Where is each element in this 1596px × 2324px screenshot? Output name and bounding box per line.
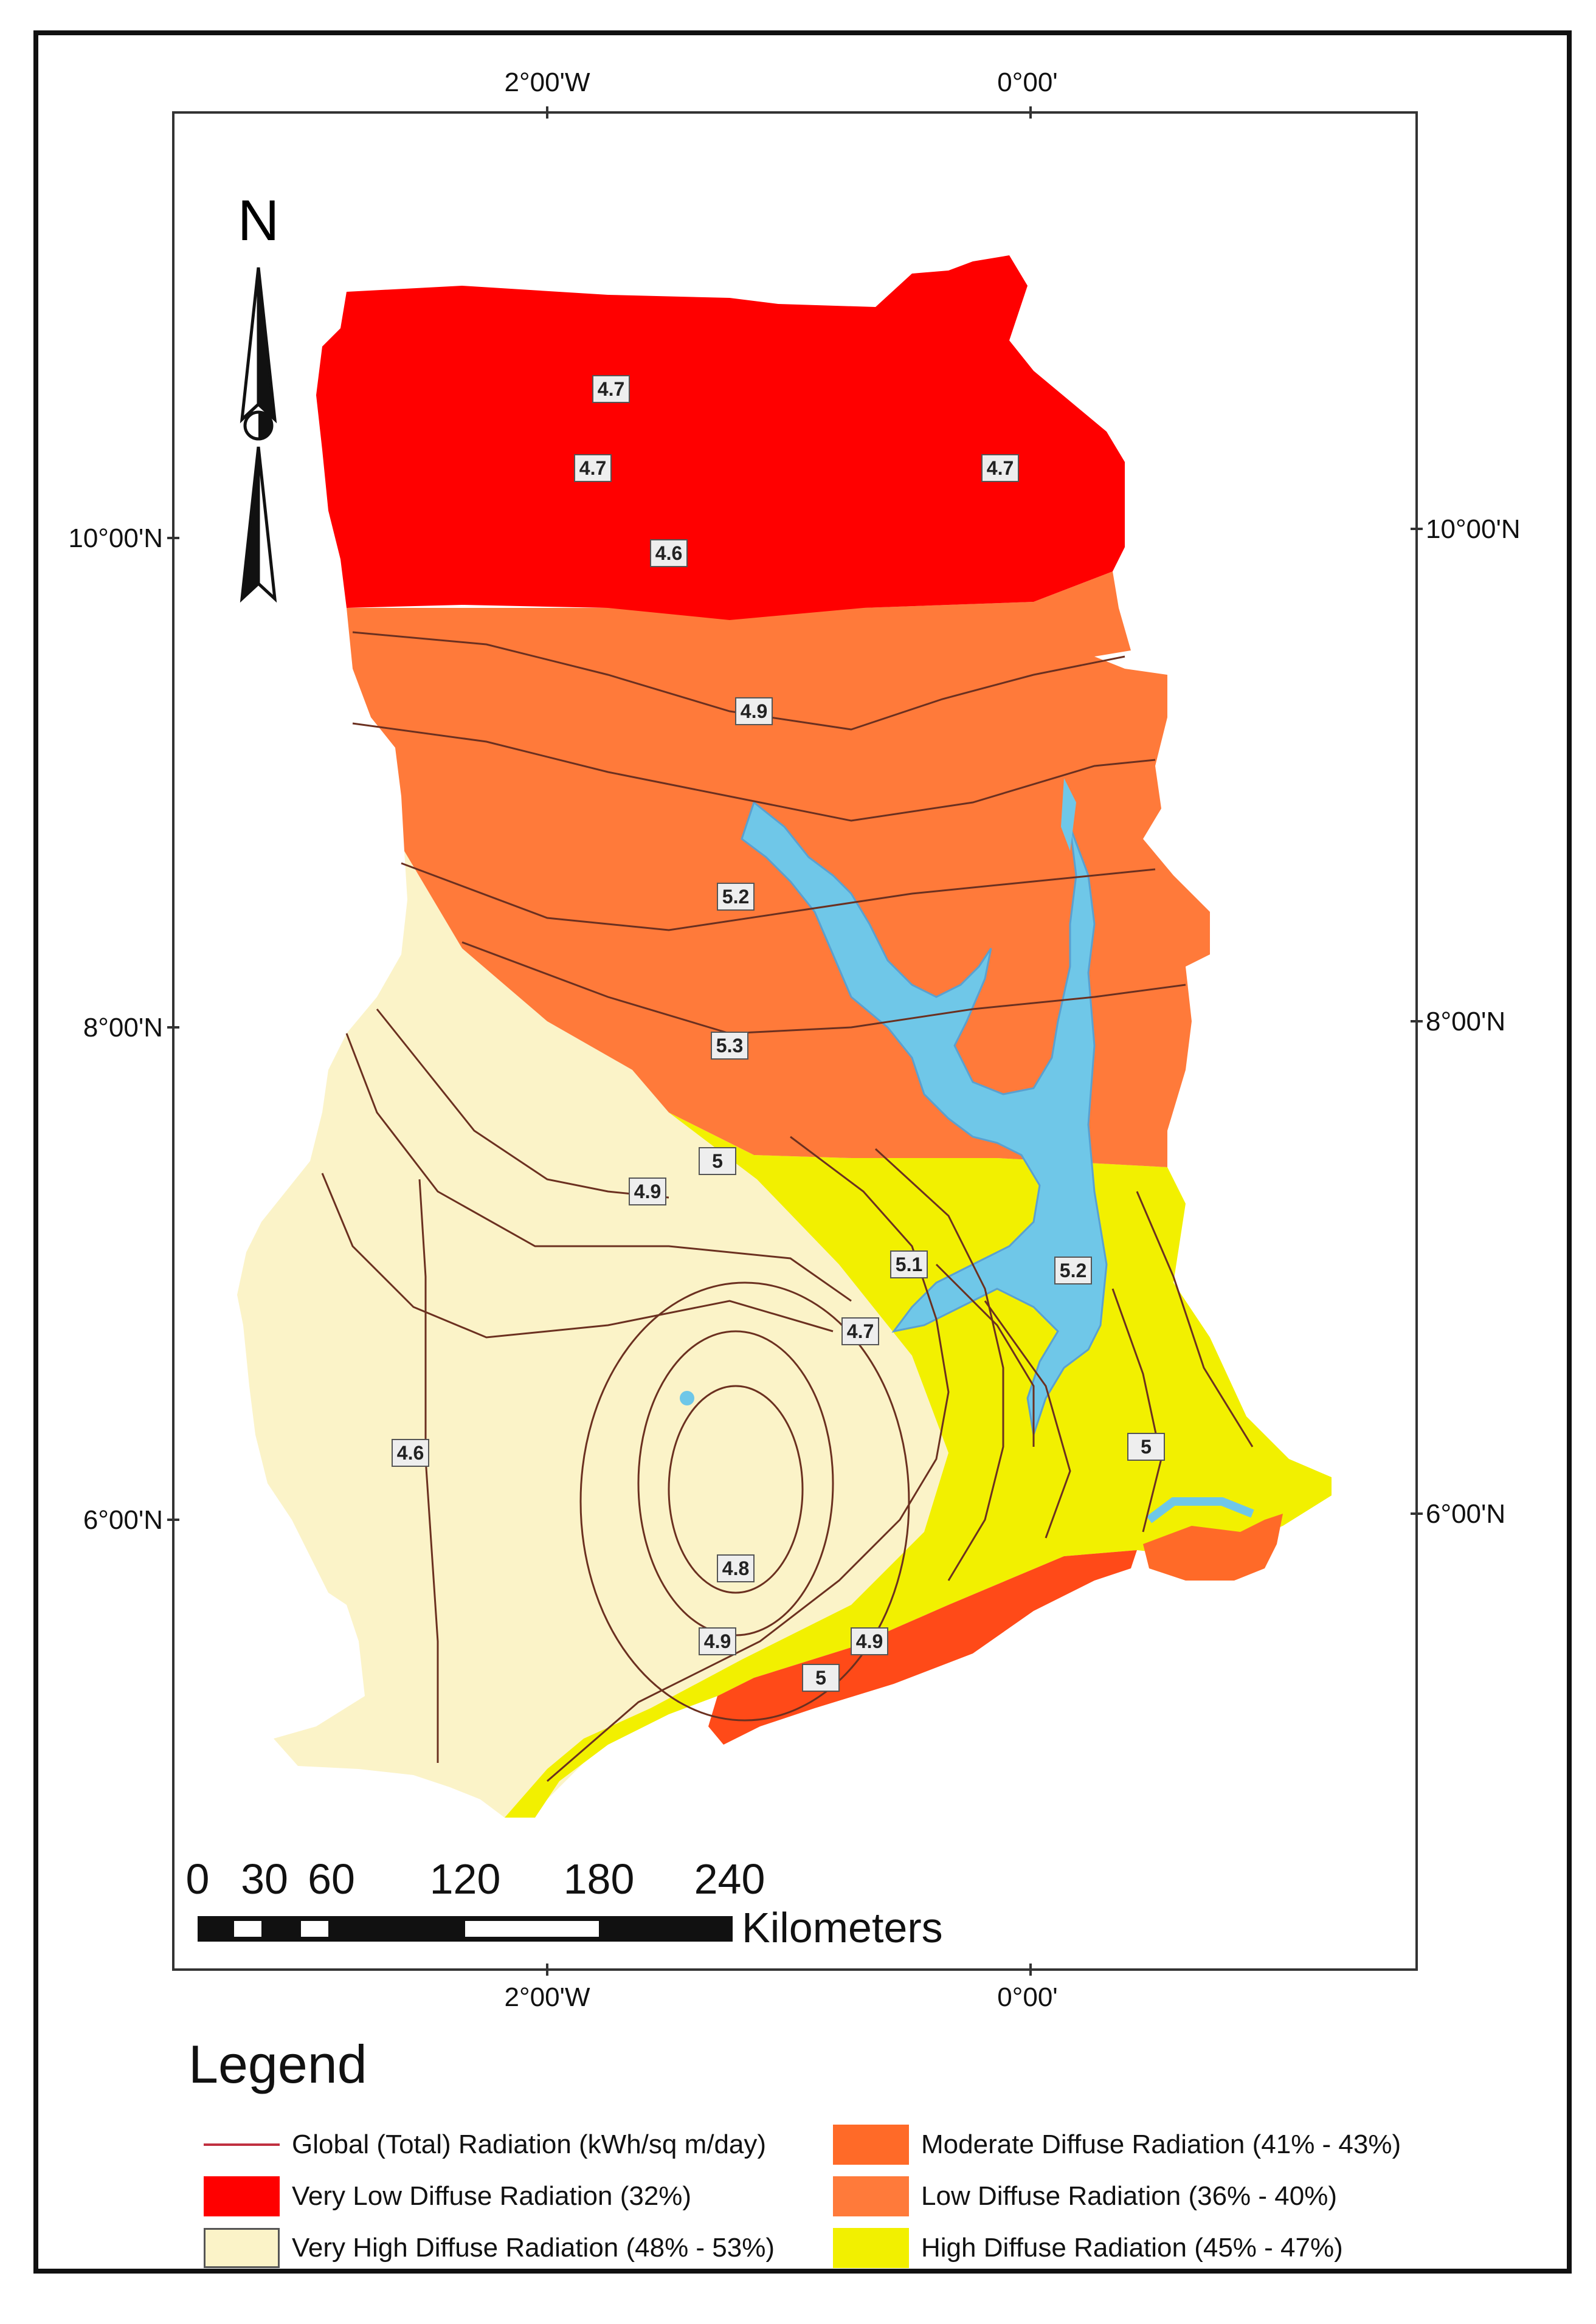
lat-label-right-8n: 8°00'N bbox=[1426, 1007, 1505, 1036]
svg-text:5.2: 5.2 bbox=[722, 886, 749, 908]
contour-label-badge: 4.9 bbox=[851, 1627, 888, 1655]
svg-text:4.7: 4.7 bbox=[847, 1320, 874, 1342]
svg-text:4.8: 4.8 bbox=[722, 1557, 749, 1579]
scale-unit-label: Kilometers bbox=[742, 1904, 943, 1951]
contour-label-badge: 4.7 bbox=[574, 454, 612, 482]
color-swatch bbox=[833, 2125, 909, 2165]
contour-label-badge: 5.2 bbox=[717, 883, 755, 911]
svg-text:4.7: 4.7 bbox=[598, 378, 624, 400]
svg-text:5.3: 5.3 bbox=[716, 1035, 743, 1057]
color-swatch bbox=[204, 2228, 280, 2268]
svg-text:4.6: 4.6 bbox=[655, 542, 682, 564]
svg-text:4.6: 4.6 bbox=[397, 1442, 424, 1464]
svg-text:N: N bbox=[238, 188, 280, 253]
contour-label-badge: 5 bbox=[1127, 1433, 1165, 1461]
legend-title: Legend bbox=[188, 2034, 367, 2094]
scale-tick-30: 30 bbox=[241, 1855, 288, 1903]
legend-item-global-radiation: Global (Total) Radiation (kWh/sq m/day) bbox=[204, 2125, 766, 2165]
contour-label-badge: 4.6 bbox=[650, 539, 688, 567]
contour-label-badge: 4.8 bbox=[717, 1554, 755, 1582]
svg-text:5.2: 5.2 bbox=[1060, 1260, 1086, 1281]
zone-moderate-coastal bbox=[708, 1550, 1137, 1745]
contour-label-badge: 4.9 bbox=[735, 697, 773, 725]
north-arrow-icon: N bbox=[238, 188, 280, 603]
color-swatch bbox=[833, 2228, 909, 2268]
svg-text:5: 5 bbox=[1141, 1436, 1152, 1458]
lon-label-top-west: 2°00'W bbox=[505, 67, 590, 97]
scale-tick-240: 240 bbox=[694, 1855, 765, 1903]
contour-label-badge: 5 bbox=[699, 1147, 736, 1175]
legend-item-moderate: Moderate Diffuse Radiation (41% - 43%) bbox=[833, 2125, 1401, 2165]
contour-label-badge: 5.1 bbox=[890, 1250, 928, 1278]
lon-label-bottom-zero: 0°00' bbox=[997, 1982, 1057, 2012]
zone-very-low-diffuse bbox=[316, 255, 1125, 620]
legend-label: Very Low Diffuse Radiation (32%) bbox=[292, 2181, 692, 2211]
contour-label-badge: 4.7 bbox=[841, 1317, 879, 1345]
lat-label-right-10n: 10°00'N bbox=[1426, 514, 1521, 544]
contour-label-badge: 4.6 bbox=[392, 1439, 429, 1467]
scale-tick-180: 180 bbox=[564, 1855, 635, 1903]
legend-label: Global (Total) Radiation (kWh/sq m/day) bbox=[292, 2129, 767, 2159]
color-swatch bbox=[833, 2176, 909, 2216]
svg-text:5.1: 5.1 bbox=[896, 1253, 922, 1275]
contour-label-group: 4.7 4.7 4.7 4.6 4.9 5.2 5.3 5 4.9 4.6 5.… bbox=[392, 375, 1165, 1692]
legend-item-very-high: Very High Diffuse Radiation (48% - 53%) bbox=[204, 2228, 775, 2268]
svg-text:4.9: 4.9 bbox=[741, 700, 767, 722]
svg-text:5: 5 bbox=[815, 1667, 826, 1689]
contour-label-badge: 4.7 bbox=[981, 454, 1019, 482]
legend-label: Very High Diffuse Radiation (48% - 53%) bbox=[292, 2233, 775, 2263]
svg-text:5: 5 bbox=[712, 1150, 723, 1172]
lat-label-left-6n: 6°00'N bbox=[83, 1505, 163, 1535]
zone-high-diffuse bbox=[505, 1112, 1332, 1818]
lat-label-right-6n: 6°00'N bbox=[1426, 1499, 1505, 1529]
svg-text:4.9: 4.9 bbox=[704, 1630, 731, 1652]
scale-tick-0: 0 bbox=[186, 1855, 210, 1903]
lat-label-left-8n: 8°00'N bbox=[83, 1013, 163, 1043]
legend-item-very-low: Very Low Diffuse Radiation (32%) bbox=[204, 2176, 691, 2216]
svg-text:4.9: 4.9 bbox=[856, 1630, 883, 1652]
color-swatch bbox=[204, 2176, 280, 2216]
legend-label: Moderate Diffuse Radiation (41% - 43%) bbox=[921, 2129, 1401, 2159]
lon-label-bottom-west: 2°00'W bbox=[505, 1982, 590, 2012]
zone-very-high-diffuse bbox=[237, 851, 948, 1818]
lon-label-top-zero: 0°00' bbox=[997, 67, 1057, 97]
contour-label-badge: 4.7 bbox=[592, 375, 630, 403]
svg-text:4.9: 4.9 bbox=[634, 1181, 661, 1202]
svg-text:4.7: 4.7 bbox=[987, 457, 1014, 479]
scale-bar: 0 30 60 120 180 240 Kilometers bbox=[186, 1855, 943, 1951]
legend-item-high: High Diffuse Radiation (45% - 47%) bbox=[833, 2228, 1343, 2268]
line-swatch bbox=[204, 2125, 280, 2165]
legend-label: High Diffuse Radiation (45% - 47%) bbox=[921, 2233, 1343, 2263]
zone-moderate-lagoon bbox=[1143, 1514, 1283, 1581]
legend-label: Low Diffuse Radiation (36% - 40%) bbox=[921, 2181, 1337, 2211]
scale-tick-60: 60 bbox=[308, 1855, 355, 1903]
contour-label-badge: 4.9 bbox=[629, 1178, 666, 1205]
legend-item-low: Low Diffuse Radiation (36% - 40%) bbox=[833, 2176, 1337, 2216]
scale-tick-120: 120 bbox=[430, 1855, 501, 1903]
contour-label-badge: 4.9 bbox=[699, 1627, 736, 1655]
svg-text:4.7: 4.7 bbox=[579, 457, 606, 479]
contour-label-badge: 5.3 bbox=[711, 1032, 748, 1060]
contour-label-badge: 5.2 bbox=[1054, 1257, 1092, 1284]
contour-label-badge: 5 bbox=[802, 1664, 840, 1692]
lat-label-left-10n: 10°00'N bbox=[68, 523, 163, 553]
lake-volta bbox=[741, 790, 1108, 1435]
